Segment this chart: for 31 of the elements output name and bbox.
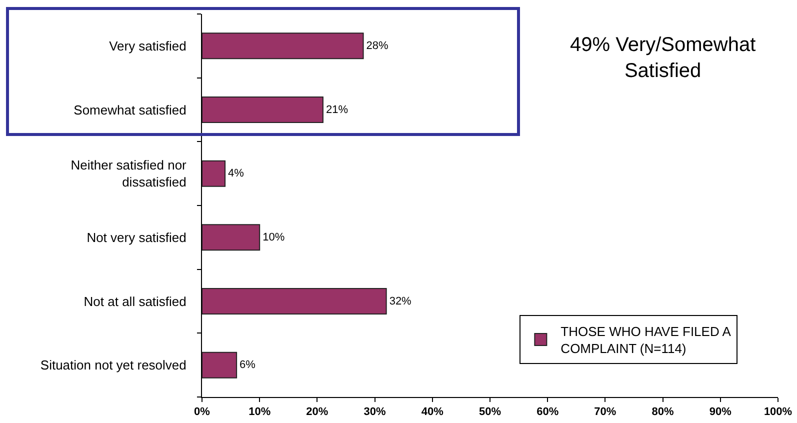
x-tick-label: 60% (536, 406, 559, 418)
y-tick-label: Not very satisfied (86, 230, 186, 245)
data-label: 28% (366, 40, 389, 52)
bar (202, 352, 238, 378)
annotation: 49% Very/Somewhat Satisfied (570, 34, 756, 82)
x-tick-label: 80% (652, 406, 674, 418)
x-tick-label: 0% (194, 406, 210, 418)
x-tick-label: 10% (248, 406, 271, 418)
bar (202, 288, 387, 315)
bar (202, 96, 324, 124)
y-tick-label: Not at all satisfied (84, 294, 186, 309)
x-tick-label: 90% (709, 406, 732, 418)
x-tick-label: 40% (421, 406, 444, 418)
data-label: 32% (389, 295, 412, 308)
y-tick-label: Very satisfied (109, 38, 186, 54)
x-tick-label: 70% (594, 406, 616, 418)
y-tick-label: Neither satisfied nor dissatisfied (70, 158, 188, 190)
legend-label: THOSE WHO HAVE FILED A COMPLAINT (N=114) (560, 324, 732, 356)
data-label: 4% (228, 168, 244, 180)
x-tick-label: 50% (478, 406, 502, 418)
x-tick-label: 20% (306, 406, 328, 418)
bar (202, 224, 260, 251)
x-tick-label: 30% (364, 406, 386, 418)
data-label: 10% (262, 231, 285, 244)
x-tick-label: 100% (764, 406, 792, 418)
bar (202, 32, 364, 60)
y-tick-label: Somewhat satisfied (74, 102, 186, 118)
bar (202, 160, 226, 187)
data-label: 21% (326, 104, 348, 116)
data-label: 6% (240, 359, 256, 372)
y-tick-label: Situation not yet resolved (40, 358, 186, 373)
